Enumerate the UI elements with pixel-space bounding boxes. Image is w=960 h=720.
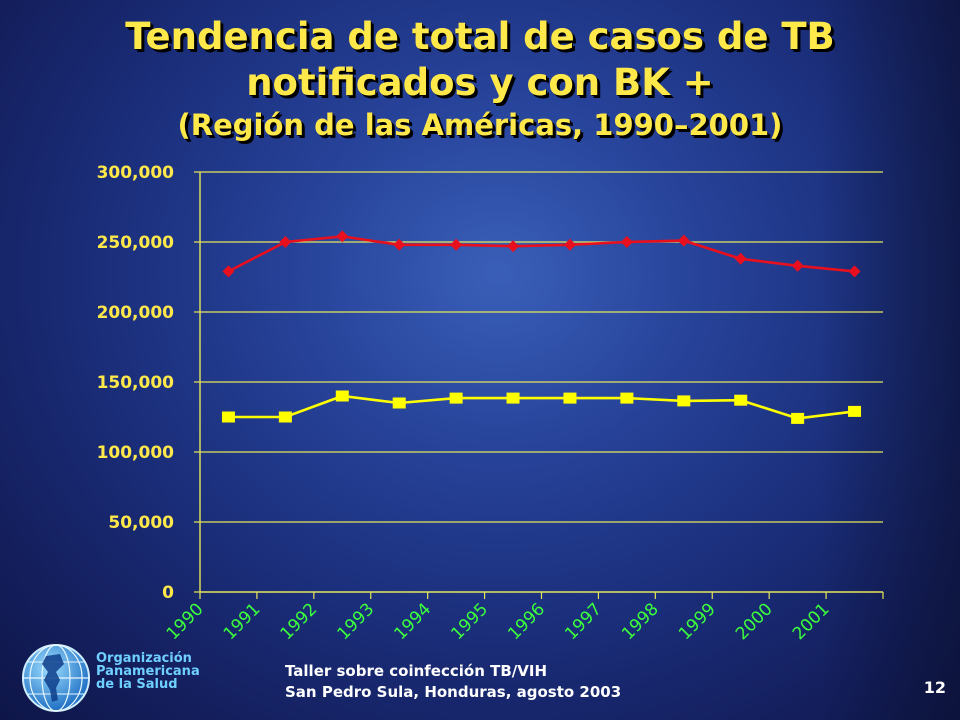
data-point	[734, 394, 748, 406]
title-line-3: (Región de las Américas, 1990–2001)	[177, 108, 783, 142]
org-line-2: Panamericana	[96, 664, 200, 679]
org-line-1: Organización	[96, 651, 192, 666]
series-bk-positive	[221, 390, 862, 424]
title-line-2: notificados y con BK +	[246, 61, 714, 104]
x-tick-label: 1993	[334, 599, 379, 644]
footer-text: Taller sobre coinfección TB/VIH San Pedr…	[285, 661, 621, 703]
x-tick-label: 1994	[390, 599, 435, 644]
data-point	[278, 411, 292, 423]
series-line	[228, 394, 855, 420]
data-point	[791, 259, 804, 272]
data-point	[392, 397, 406, 409]
data-point	[336, 230, 349, 243]
y-tick-label: 50,000	[108, 513, 174, 533]
y-tick-labels: 0 50,000 100,000 150,000 200,000 250,000 300,0…	[97, 163, 175, 603]
data-point	[393, 238, 406, 251]
x-tick-label: 1995	[447, 599, 492, 644]
x-tick-label: 1992	[277, 599, 322, 644]
data-point	[563, 238, 576, 251]
organization-name: Organización Panamericana de la Salud	[96, 652, 200, 691]
y-tick-label: 250,000	[97, 233, 175, 253]
footer-line-2: San Pedro Sula, Honduras, agosto 2003	[285, 683, 622, 701]
y-tick-label: 300,000	[97, 163, 175, 183]
x-tick-label: 1998	[618, 599, 663, 644]
background-decoration	[820, 0, 960, 720]
data-point	[620, 236, 633, 248]
x-tick-label: 1991	[220, 599, 265, 644]
data-point	[279, 236, 292, 248]
y-tick-label: 150,000	[97, 373, 175, 393]
data-point	[791, 412, 805, 424]
x-tick-label: 1997	[561, 599, 606, 644]
series-line	[227, 235, 855, 273]
x-tick-label: 1990	[163, 599, 208, 644]
series	[221, 230, 862, 424]
footer-line-1: Taller sobre coinfección TB/VIH	[285, 662, 547, 680]
y-tick-label: 100,000	[97, 443, 175, 463]
data-point	[677, 395, 691, 407]
data-point	[335, 390, 349, 402]
data-point	[563, 392, 577, 404]
data-point	[222, 265, 235, 278]
axes	[194, 171, 884, 599]
data-point	[506, 392, 520, 404]
gridlines	[200, 171, 883, 523]
data-point	[848, 405, 862, 417]
data-point	[677, 234, 690, 247]
org-line-3: de la Salud	[96, 677, 178, 692]
y-tick-label: 200,000	[97, 303, 175, 323]
title-line-1: Tendencia de total de casos de TB	[125, 15, 835, 58]
data-point	[449, 392, 463, 404]
y-tick-label: 0	[162, 583, 174, 603]
paho-globe-logo-icon	[22, 644, 90, 712]
data-point	[450, 238, 463, 251]
series-total	[222, 230, 861, 278]
x-tick-label: 2000	[732, 599, 777, 644]
x-tick-label: 2001	[789, 599, 834, 644]
slide-number: 12	[923, 678, 946, 697]
data-point	[507, 240, 520, 253]
data-point	[734, 252, 747, 265]
x-tick-label: 1999	[675, 599, 720, 644]
data-point	[848, 265, 861, 278]
data-point	[221, 411, 235, 423]
x-tick-labels: 1990 1991 1992 1993 1994 1995 1996 1997 1998 1999…	[163, 599, 834, 644]
data-point	[620, 392, 634, 404]
slide-title: Tendencia de total de casos de TB notifi…	[40, 14, 920, 144]
x-tick-label: 1996	[504, 599, 549, 644]
